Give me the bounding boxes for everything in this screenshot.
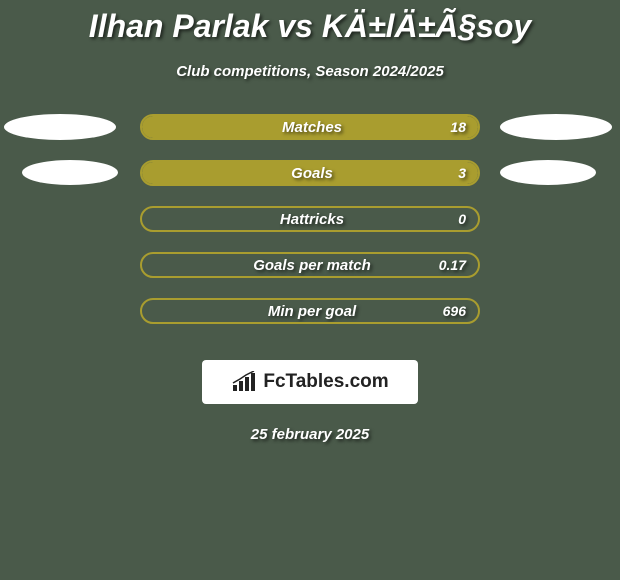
bar-background: Matches 18 [140, 114, 480, 140]
stat-bar: Hattricks 0 [140, 206, 480, 232]
ellipse-decoration [500, 160, 596, 185]
chart-icon [231, 371, 257, 393]
ellipse-decoration [22, 160, 118, 185]
logo-box: FcTables.com [202, 360, 418, 404]
bar-background: Goals 3 [140, 160, 480, 186]
logo-text: FcTables.com [263, 371, 388, 393]
stat-value: 3 [458, 165, 466, 181]
stat-value: 0.17 [439, 257, 466, 273]
bar-background: Goals per match 0.17 [140, 252, 480, 278]
ellipse-decoration [4, 114, 116, 140]
stat-label: Matches [142, 119, 480, 136]
stat-value: 18 [450, 119, 466, 135]
bar-background: Hattricks 0 [140, 206, 480, 232]
stat-value: 0 [458, 211, 466, 227]
stat-label: Min per goal [142, 303, 480, 320]
stat-bar: Matches 18 [140, 114, 480, 140]
subtitle: Club competitions, Season 2024/2025 [0, 63, 620, 80]
stat-bar: Goals 3 [140, 160, 480, 186]
ellipse-decoration [500, 114, 612, 140]
stat-label: Goals per match [142, 257, 480, 274]
stat-label: Hattricks [142, 211, 480, 228]
stat-value: 696 [443, 303, 466, 319]
bar-background: Min per goal 696 [140, 298, 480, 324]
stat-row-goals: Goals 3 [0, 160, 620, 206]
page-title: Ilhan Parlak vs KÄ±lÄ±Ã§soy [0, 0, 620, 45]
stat-row-matches: Matches 18 [0, 114, 620, 160]
stats-area: Matches 18 Goals 3 Hattricks [0, 114, 620, 344]
stat-bar: Min per goal 696 [140, 298, 480, 324]
stat-row-hattricks: Hattricks 0 [0, 206, 620, 252]
date-text: 25 february 2025 [0, 426, 620, 443]
stat-row-goals-per-match: Goals per match 0.17 [0, 252, 620, 298]
stat-row-min-per-goal: Min per goal 696 [0, 298, 620, 344]
stat-bar: Goals per match 0.17 [140, 252, 480, 278]
stats-infographic: Ilhan Parlak vs KÄ±lÄ±Ã§soy Club competi… [0, 0, 620, 580]
stat-label: Goals [142, 165, 480, 182]
